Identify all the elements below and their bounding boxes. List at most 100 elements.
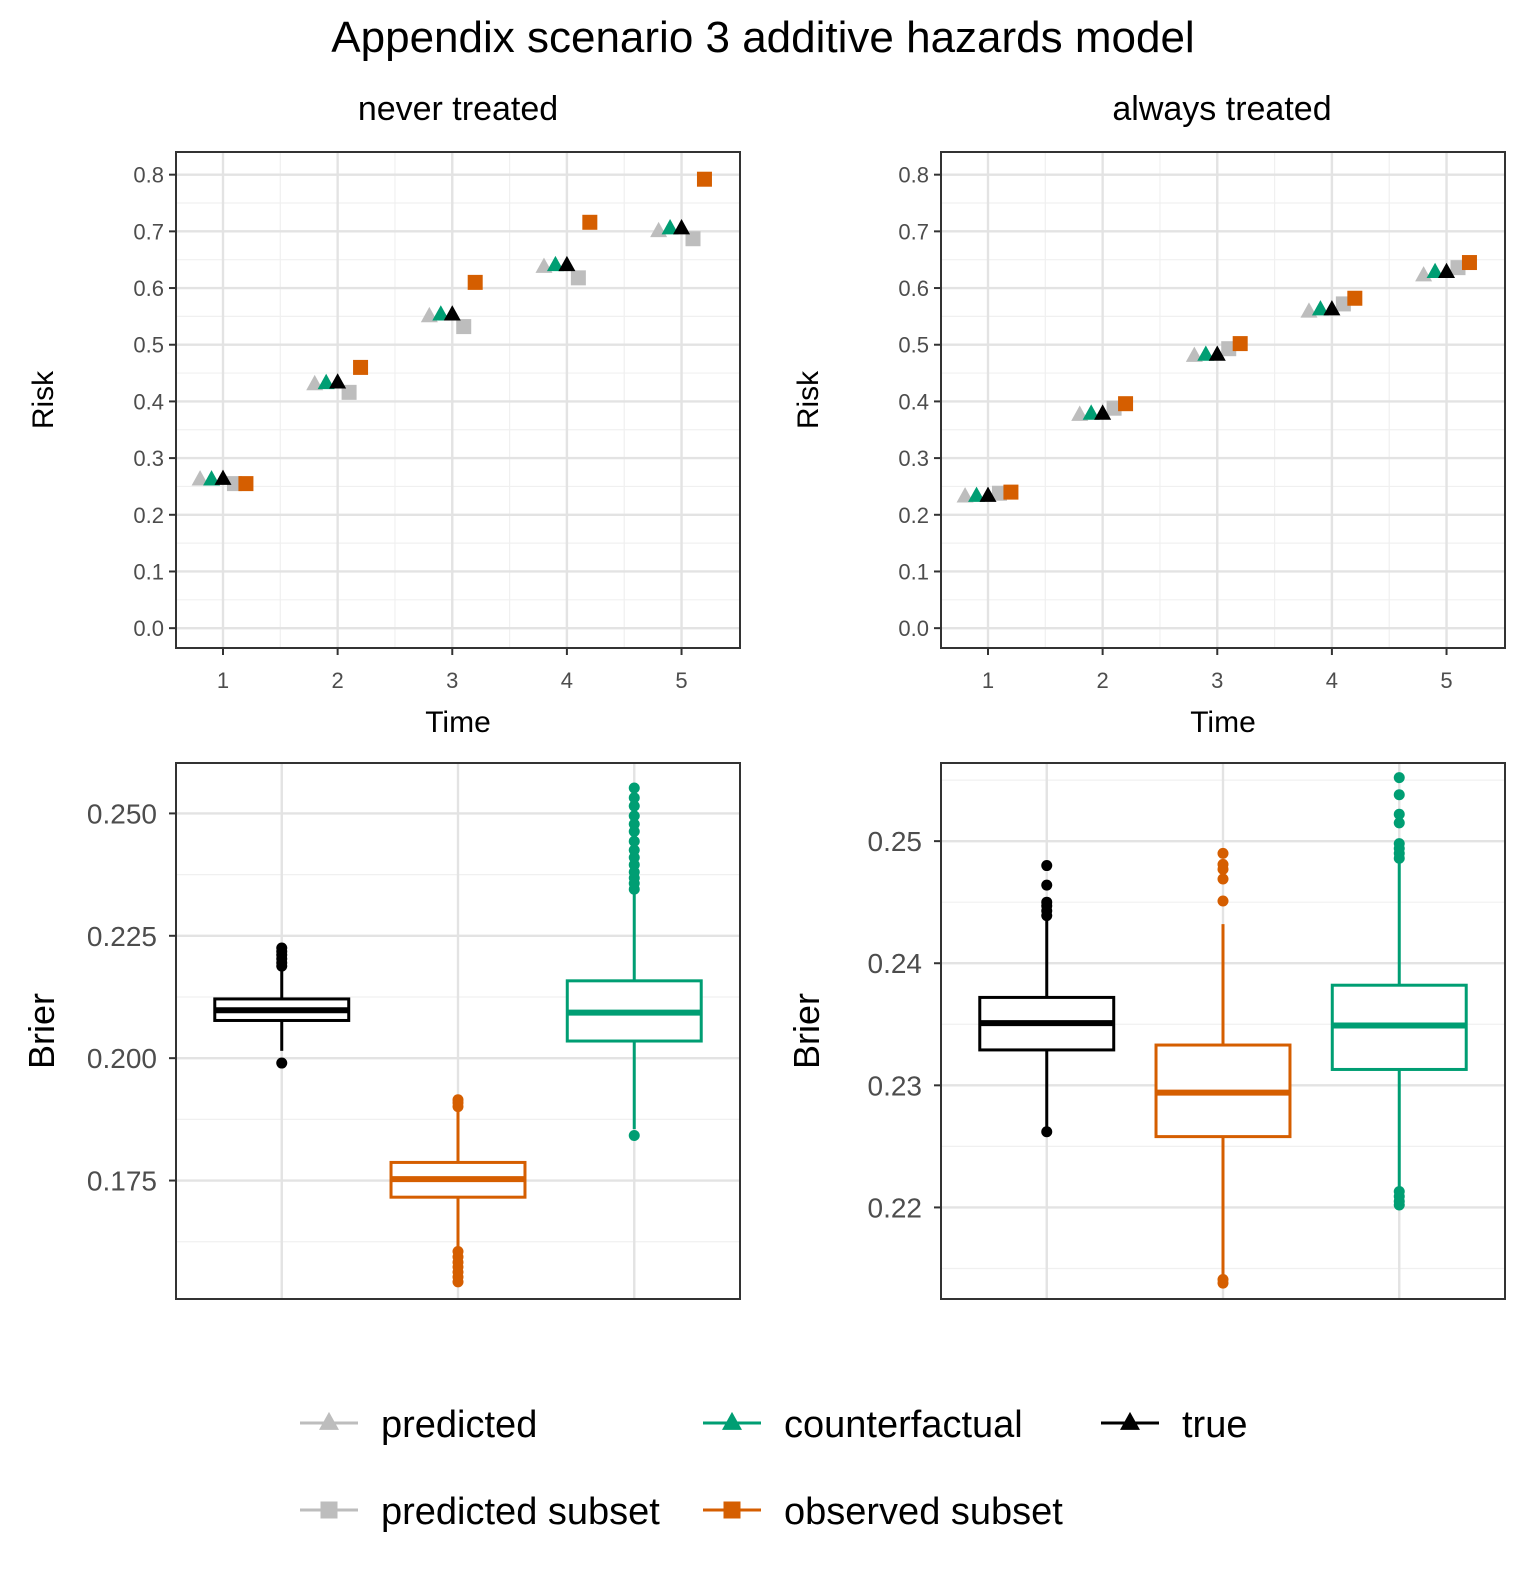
- outlier-point: [1393, 772, 1405, 784]
- outlier-point: [628, 810, 640, 822]
- outlier-point: [1393, 838, 1405, 850]
- point-true: [329, 373, 347, 389]
- boxplot-observed-subset: [389, 1094, 527, 1288]
- point-predicted: [191, 470, 209, 486]
- point-true: [1438, 262, 1456, 278]
- outlier-point: [1393, 808, 1405, 820]
- outlier-point: [628, 782, 640, 794]
- y-tick-label: 0.0: [898, 616, 929, 641]
- point-true: [1208, 345, 1226, 361]
- boxplot-true: [213, 942, 351, 1069]
- point-counterfactual: [968, 486, 986, 502]
- outlier-point: [628, 800, 640, 812]
- panel-border: [940, 762, 1506, 1300]
- point-predicted-subset: [1106, 400, 1122, 416]
- x-tick-label: 3: [446, 668, 458, 693]
- x-tick-label: 5: [675, 668, 687, 693]
- y-tick-label: 0.5: [133, 333, 164, 358]
- panel-strip-always-treated: always treated: [1112, 90, 1331, 128]
- outlier-point: [452, 1246, 464, 1258]
- legend-item-observed-subset: observed subset: [703, 1491, 1063, 1533]
- point-observed-subset: [238, 476, 254, 492]
- point-counterfactual: [1311, 300, 1329, 316]
- y-tick-label: 0.25: [868, 826, 923, 857]
- point-counterfactual: [1197, 345, 1215, 361]
- y-tick-label: 0.22: [868, 1192, 923, 1223]
- point-predicted-subset: [1335, 296, 1351, 312]
- point-observed-subset: [1461, 255, 1477, 271]
- y-tick-label: 0.6: [898, 276, 929, 301]
- point-observed-subset: [467, 274, 483, 290]
- y-tick-label: 0.8: [898, 163, 929, 188]
- y-tick-label: 0.6: [133, 276, 164, 301]
- point-predicted-subset: [456, 319, 472, 335]
- point-observed-subset: [696, 171, 712, 187]
- point-counterfactual: [432, 305, 450, 321]
- outlier-point: [1393, 789, 1405, 801]
- y-tick-label: 0.2: [898, 503, 929, 528]
- outlier-point: [1217, 1273, 1229, 1285]
- point-predicted-subset: [991, 485, 1007, 501]
- legend-label: true: [1182, 1404, 1247, 1446]
- point-true: [558, 255, 576, 272]
- legend-item-predicted: predicted: [300, 1404, 537, 1446]
- legend-label: predicted subset: [381, 1491, 660, 1533]
- x-tick-label: 5: [1440, 668, 1452, 693]
- point-observed-subset: [1232, 336, 1248, 352]
- y-tick-label: 0.1: [898, 559, 929, 584]
- brier-panel-never-treated: 0.175 0.200 0.225 0.250 Brier: [21, 762, 741, 1300]
- point-observed-subset: [582, 214, 598, 230]
- point-true: [1323, 300, 1341, 316]
- point-observed-subset: [1118, 396, 1134, 412]
- y-tick-label: 0.3: [898, 446, 929, 471]
- point-predicted: [306, 374, 324, 391]
- y-axis-title: Risk: [792, 370, 825, 429]
- point-true: [673, 219, 691, 235]
- y-tick-label: 0.24: [868, 948, 923, 979]
- x-tick-label: 3: [1211, 668, 1223, 693]
- outlier-point: [628, 792, 640, 804]
- outlier-point: [276, 1057, 288, 1069]
- y-tick-label: 0.1: [133, 559, 164, 584]
- legend-label: observed subset: [784, 1491, 1063, 1533]
- y-tick-label: 0.2: [133, 503, 164, 528]
- y-tick-label: 0.4: [133, 389, 164, 414]
- point-predicted-subset: [341, 384, 357, 400]
- risk-panel-always-treated: 0.0 0.1 0.2 0.3 0.4 0.5 0.6 0.7 0.8 1 2 3 4 5 Time Risk: [792, 151, 1506, 739]
- point-counterfactual: [546, 255, 564, 272]
- point-predicted-subset: [1450, 260, 1466, 276]
- outlier-point: [1217, 895, 1229, 907]
- boxplot-counterfactual: [565, 782, 703, 1142]
- outlier-point: [1041, 860, 1053, 872]
- x-tick-label: 1: [982, 668, 994, 693]
- outlier-point: [452, 1094, 464, 1106]
- point-true: [443, 305, 461, 321]
- y-tick-label: 0.5: [898, 333, 929, 358]
- outlier-point: [1217, 847, 1229, 859]
- outlier-point: [1217, 858, 1229, 870]
- panel-strip-never-treated: never treated: [358, 90, 558, 128]
- panel-border: [940, 151, 1506, 649]
- y-axis-title: Risk: [27, 370, 60, 429]
- point-predicted-subset: [570, 270, 586, 286]
- panel-border: [175, 762, 741, 1300]
- legend-triangle-icon: [1120, 1411, 1140, 1430]
- legend-triangle-icon: [319, 1411, 339, 1430]
- legend-item-counterfactual: counterfactual: [703, 1404, 1023, 1446]
- point-predicted: [1071, 405, 1089, 421]
- outlier-point: [628, 1130, 640, 1142]
- x-axis-title: Time: [1190, 706, 1256, 739]
- y-tick-label: 0.0: [133, 616, 164, 641]
- y-tick-label: 0.23: [868, 1070, 923, 1101]
- y-tick-label: 0.7: [133, 219, 164, 244]
- point-true: [979, 486, 997, 502]
- point-predicted-subset: [226, 476, 242, 492]
- y-tick-label: 0.3: [133, 446, 164, 471]
- x-tick-label: 2: [332, 668, 344, 693]
- point-counterfactual: [203, 470, 221, 486]
- y-tick-label: 0.4: [898, 389, 929, 414]
- legend-label: predicted: [381, 1404, 537, 1446]
- outlier-point: [1393, 817, 1405, 829]
- point-observed-subset: [353, 359, 369, 375]
- y-axis-title: Brier: [786, 993, 827, 1069]
